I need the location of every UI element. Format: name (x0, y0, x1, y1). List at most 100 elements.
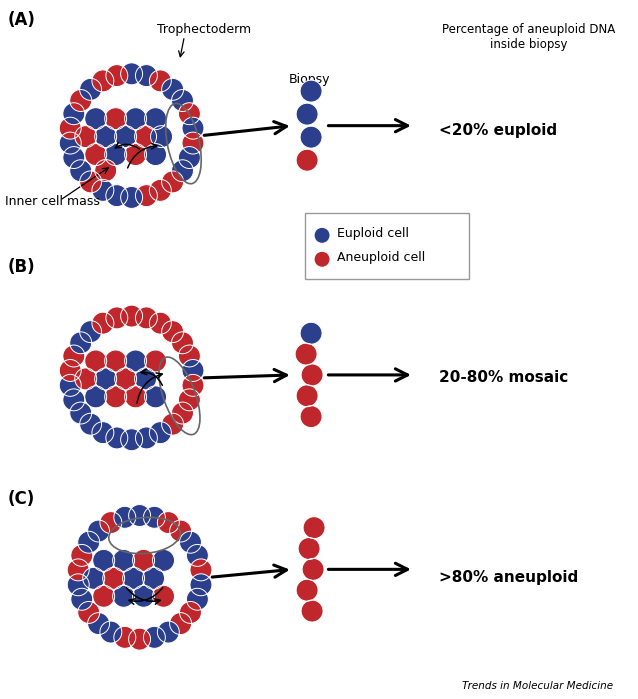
Circle shape (135, 185, 158, 207)
Circle shape (190, 574, 212, 596)
Circle shape (179, 147, 200, 168)
Circle shape (124, 108, 147, 129)
Circle shape (142, 568, 165, 589)
Circle shape (87, 612, 110, 635)
Circle shape (80, 78, 101, 101)
Circle shape (314, 251, 330, 267)
Circle shape (145, 350, 167, 372)
Circle shape (100, 512, 122, 533)
Circle shape (115, 368, 137, 390)
Text: 20-80% mosaic: 20-80% mosaic (439, 370, 568, 385)
Circle shape (124, 386, 147, 408)
Circle shape (149, 312, 172, 334)
Circle shape (151, 126, 172, 147)
Circle shape (94, 368, 117, 390)
Circle shape (135, 307, 158, 329)
Circle shape (83, 568, 105, 589)
Circle shape (296, 150, 318, 171)
Circle shape (94, 126, 117, 147)
Circle shape (301, 364, 323, 386)
Circle shape (302, 559, 324, 580)
Circle shape (186, 545, 209, 566)
Circle shape (105, 108, 126, 129)
Circle shape (92, 421, 114, 444)
Circle shape (179, 531, 202, 553)
Circle shape (149, 180, 172, 201)
Circle shape (105, 143, 126, 166)
Text: Trophectoderm: Trophectoderm (158, 23, 251, 36)
Circle shape (100, 621, 122, 643)
Circle shape (94, 159, 117, 182)
Circle shape (114, 626, 136, 648)
Circle shape (298, 538, 320, 559)
Circle shape (135, 126, 156, 147)
Circle shape (85, 143, 107, 166)
Circle shape (161, 413, 184, 435)
Circle shape (144, 626, 165, 648)
Circle shape (135, 64, 158, 87)
Circle shape (161, 78, 184, 101)
Circle shape (78, 531, 100, 553)
Circle shape (75, 126, 97, 147)
Circle shape (190, 559, 212, 581)
Circle shape (121, 187, 142, 208)
Circle shape (106, 427, 128, 449)
Circle shape (301, 600, 323, 622)
Circle shape (92, 180, 114, 201)
Circle shape (303, 517, 325, 539)
Circle shape (172, 332, 193, 354)
Circle shape (78, 601, 100, 624)
Text: Euploid cell: Euploid cell (337, 227, 409, 240)
Circle shape (179, 103, 200, 124)
Circle shape (145, 386, 167, 408)
Circle shape (103, 568, 124, 589)
Text: (A): (A) (8, 11, 36, 29)
Circle shape (172, 89, 193, 111)
Circle shape (70, 332, 92, 354)
Circle shape (172, 160, 193, 182)
Text: Aneuploid cell: Aneuploid cell (337, 251, 426, 264)
Circle shape (145, 143, 167, 166)
Circle shape (70, 89, 92, 111)
Circle shape (124, 143, 147, 166)
Circle shape (70, 160, 92, 182)
Circle shape (296, 103, 318, 125)
Circle shape (71, 589, 93, 610)
Circle shape (145, 108, 167, 129)
Text: Trends in Molecular Medicine: Trends in Molecular Medicine (462, 681, 613, 691)
Text: Percentage of aneuploid DNA
inside biopsy: Percentage of aneuploid DNA inside biops… (442, 23, 615, 51)
Circle shape (85, 350, 107, 372)
Circle shape (70, 402, 92, 424)
Circle shape (106, 64, 128, 87)
Circle shape (85, 386, 107, 408)
Circle shape (170, 520, 191, 542)
Circle shape (59, 359, 81, 382)
Circle shape (300, 127, 322, 148)
Circle shape (92, 312, 114, 334)
Circle shape (300, 322, 322, 344)
FancyBboxPatch shape (305, 213, 469, 279)
Circle shape (182, 132, 204, 154)
Circle shape (59, 375, 81, 396)
Circle shape (135, 368, 156, 390)
Circle shape (121, 63, 142, 85)
Circle shape (115, 126, 137, 147)
Circle shape (296, 579, 318, 601)
Circle shape (314, 227, 330, 243)
Circle shape (124, 350, 147, 372)
Circle shape (186, 589, 209, 610)
Circle shape (121, 428, 142, 451)
Circle shape (105, 386, 126, 408)
Circle shape (179, 345, 200, 367)
Circle shape (87, 520, 110, 542)
Circle shape (80, 171, 101, 193)
Circle shape (63, 345, 85, 367)
Circle shape (59, 117, 81, 139)
Circle shape (67, 559, 89, 581)
Circle shape (113, 585, 135, 607)
Circle shape (296, 384, 318, 407)
Circle shape (93, 549, 115, 571)
Circle shape (152, 549, 174, 571)
Circle shape (122, 568, 145, 589)
Circle shape (149, 70, 172, 92)
